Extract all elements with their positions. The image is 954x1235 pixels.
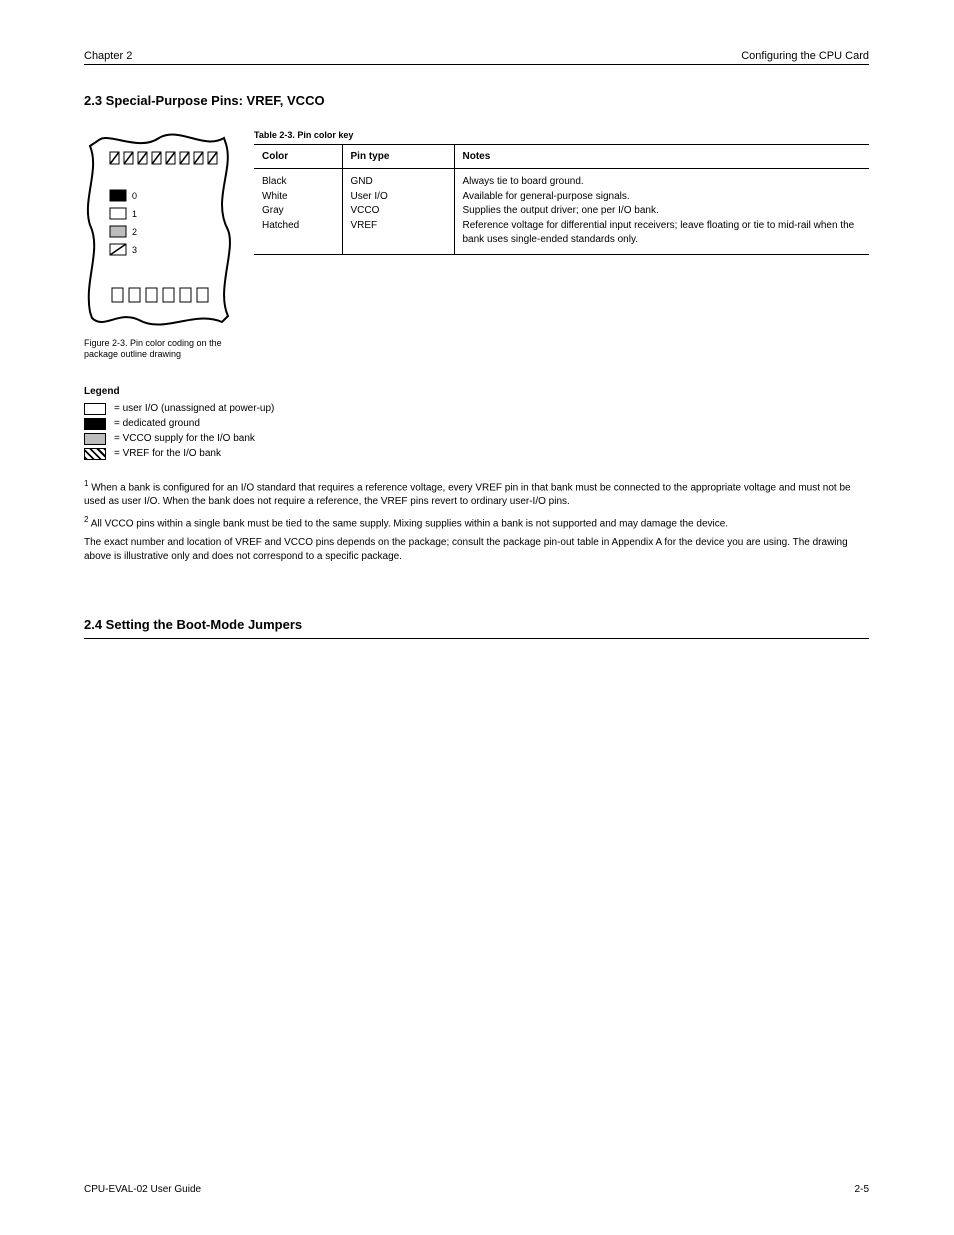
legend-row: = VCCO supply for the I/O bank	[84, 433, 869, 445]
footer-right: 2-5	[855, 1184, 869, 1195]
table-head-row: Color Pin type Notes	[254, 145, 869, 169]
pin-table-wrap: Table 2-3. Pin color key Color Pin type …	[254, 130, 869, 360]
note-1-ref: 1	[84, 479, 88, 488]
svg-text:1: 1	[132, 209, 137, 219]
table-row: BlackWhiteGrayHatched GNDUser I/OVCCOVRE…	[254, 169, 869, 255]
svg-text:0: 0	[132, 191, 137, 201]
th-pintype: Pin type	[342, 145, 454, 169]
table-caption: Table 2-3. Pin color key	[254, 130, 869, 140]
note-2-ref: 2	[84, 515, 88, 524]
legend-swatch-white	[84, 403, 106, 415]
page-header: Chapter 2 Configuring the CPU Card	[84, 45, 869, 65]
legend-text: = user I/O (unassigned at power-up)	[114, 403, 274, 414]
section-title-1: 2.3 Special-Purpose Pins: VREF, VCCO	[84, 93, 869, 108]
legend-swatch-black	[84, 418, 106, 430]
notes: 1 When a bank is configured for an I/O s…	[84, 478, 869, 565]
pin-table: Color Pin type Notes BlackWhiteGrayHatch…	[254, 144, 869, 255]
note-3: The exact number and location of VREF an…	[84, 536, 869, 565]
legend-text: = dedicated ground	[114, 418, 200, 429]
th-color: Color	[254, 145, 342, 169]
chip-caption: Figure 2-3. Pin color coding on the pack…	[84, 338, 232, 360]
footer-left: CPU-EVAL-02 User Guide	[84, 1184, 201, 1195]
note-2-text: All VCCO pins within a single bank must …	[91, 518, 728, 529]
note-2: 2 All VCCO pins within a single bank mus…	[84, 514, 869, 532]
legend-row: = dedicated ground	[84, 418, 869, 430]
note-1: 1 When a bank is configured for an I/O s…	[84, 478, 869, 510]
legend-title: Legend	[84, 386, 869, 397]
legend: Legend = user I/O (unassigned at power-u…	[84, 386, 869, 460]
legend-row: = VREF for the I/O bank	[84, 448, 869, 460]
section-title-2: 2.4 Setting the Boot-Mode Jumpers	[84, 617, 869, 639]
svg-text:3: 3	[132, 245, 137, 255]
cell-color: BlackWhiteGrayHatched	[262, 175, 334, 233]
legend-text: = VCCO supply for the I/O bank	[114, 433, 255, 444]
svg-text:2: 2	[132, 227, 137, 237]
chip-svg: 0 1 2 3	[84, 130, 232, 330]
legend-swatch-hatch	[84, 448, 106, 460]
legend-text: = VREF for the I/O bank	[114, 448, 221, 459]
cell-notes: Always tie to board ground.Available for…	[463, 175, 862, 248]
note-1-text: When a bank is configured for an I/O sta…	[84, 482, 851, 508]
header-left: Chapter 2	[84, 50, 132, 62]
cell-pintype: GNDUser I/OVCCOVREF	[351, 175, 446, 233]
header-right: Configuring the CPU Card	[741, 50, 869, 62]
th-notes: Notes	[454, 145, 869, 169]
chip-figure: 0 1 2 3 Figure 2-3. Pin color coding on the…	[84, 130, 232, 360]
legend-row: = user I/O (unassigned at power-up)	[84, 403, 869, 415]
page-footer: CPU-EVAL-02 User Guide 2-5	[84, 1184, 869, 1195]
legend-swatch-gray	[84, 433, 106, 445]
